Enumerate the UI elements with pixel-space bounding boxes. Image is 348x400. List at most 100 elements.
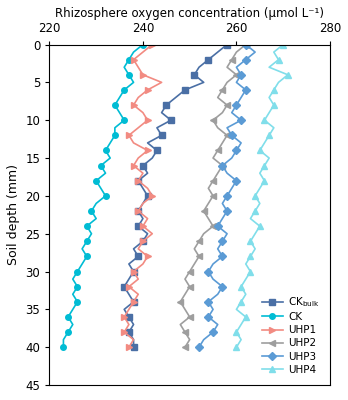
UHP4 <box>281 42 285 47</box>
UHP3 <box>230 133 234 138</box>
UHP2 <box>211 194 215 198</box>
CK <box>103 194 108 198</box>
CK$_{bulk}$ <box>132 246 136 251</box>
UHP3 <box>197 345 201 350</box>
UHP2 <box>206 186 211 191</box>
CK <box>94 216 98 221</box>
UHP4 <box>244 314 248 319</box>
UHP4 <box>239 284 243 289</box>
UHP3 <box>211 277 215 282</box>
UHP1 <box>145 118 150 123</box>
Line: CK: CK <box>61 42 146 350</box>
UHP4 <box>267 110 271 115</box>
CK$_{bulk}$ <box>206 57 211 62</box>
CK <box>113 125 117 130</box>
CK$_{bulk}$ <box>141 163 145 168</box>
UHP2 <box>201 209 206 214</box>
CK <box>80 246 84 251</box>
CK$_{bulk}$ <box>127 330 131 334</box>
Line: UHP3: UHP3 <box>196 42 258 350</box>
CK$_{bulk}$ <box>141 186 145 191</box>
CK$_{bulk}$ <box>132 345 136 350</box>
CK$_{bulk}$ <box>136 178 140 183</box>
CK$_{bulk}$ <box>122 284 126 289</box>
UHP2 <box>197 254 201 259</box>
UHP1 <box>127 284 131 289</box>
UHP4 <box>272 50 276 54</box>
UHP2 <box>211 118 215 123</box>
UHP1 <box>136 95 140 100</box>
Line: CK$_{bulk}$: CK$_{bulk}$ <box>121 42 230 350</box>
UHP2 <box>188 314 192 319</box>
UHP3 <box>216 246 220 251</box>
UHP4 <box>272 88 276 92</box>
UHP1 <box>136 156 140 160</box>
UHP3 <box>230 110 234 115</box>
UHP3 <box>244 57 248 62</box>
UHP2 <box>192 262 196 266</box>
CK$_{bulk}$ <box>159 110 164 115</box>
UHP2 <box>183 330 187 334</box>
UHP4 <box>239 322 243 327</box>
CK <box>66 330 70 334</box>
CK$_{bulk}$ <box>136 254 140 259</box>
UHP4 <box>267 133 271 138</box>
UHP2 <box>225 133 229 138</box>
CK$_{bulk}$ <box>183 88 187 92</box>
CK$_{bulk}$ <box>122 307 126 312</box>
UHP4 <box>286 72 290 77</box>
CK$_{bulk}$ <box>132 337 136 342</box>
CK <box>99 163 103 168</box>
UHP4 <box>234 307 238 312</box>
UHP1 <box>150 42 155 47</box>
UHP2 <box>183 292 187 297</box>
UHP2 <box>216 95 220 100</box>
UHP4 <box>248 216 253 221</box>
UHP3 <box>239 140 243 145</box>
UHP1 <box>141 50 145 54</box>
CK$_{bulk}$ <box>141 201 145 206</box>
CK$_{bulk}$ <box>174 95 178 100</box>
UHP2 <box>216 171 220 176</box>
CK$_{bulk}$ <box>159 133 164 138</box>
UHP2 <box>230 57 234 62</box>
CK <box>61 345 65 350</box>
UHP4 <box>262 140 267 145</box>
UHP2 <box>178 300 182 304</box>
UHP4 <box>244 292 248 297</box>
CK <box>66 314 70 319</box>
CK <box>76 269 80 274</box>
UHP3 <box>225 171 229 176</box>
CK$_{bulk}$ <box>132 322 136 327</box>
UHP1 <box>145 186 150 191</box>
UHP1 <box>145 254 150 259</box>
CK$_{bulk}$ <box>155 125 159 130</box>
UHP2 <box>216 125 220 130</box>
CK$_{bulk}$ <box>127 314 131 319</box>
UHP3 <box>244 42 248 47</box>
UHP1 <box>127 307 131 312</box>
UHP3 <box>220 254 224 259</box>
UHP2 <box>188 269 192 274</box>
CK <box>71 277 75 282</box>
CK <box>94 178 98 183</box>
CK$_{bulk}$ <box>127 262 131 266</box>
UHP2 <box>206 216 211 221</box>
UHP2 <box>211 156 215 160</box>
UHP1 <box>136 277 140 282</box>
UHP1 <box>136 178 140 183</box>
UHP4 <box>253 246 257 251</box>
UHP3 <box>234 148 238 153</box>
CK$_{bulk}$ <box>145 140 150 145</box>
UHP4 <box>248 254 253 259</box>
UHP3 <box>220 284 224 289</box>
UHP2 <box>220 163 224 168</box>
UHP4 <box>253 209 257 214</box>
UHP2 <box>244 42 248 47</box>
UHP1 <box>132 57 136 62</box>
CK <box>122 118 126 123</box>
UHP1 <box>136 125 140 130</box>
UHP4 <box>258 148 262 153</box>
UHP1 <box>132 163 136 168</box>
CK <box>71 292 75 297</box>
